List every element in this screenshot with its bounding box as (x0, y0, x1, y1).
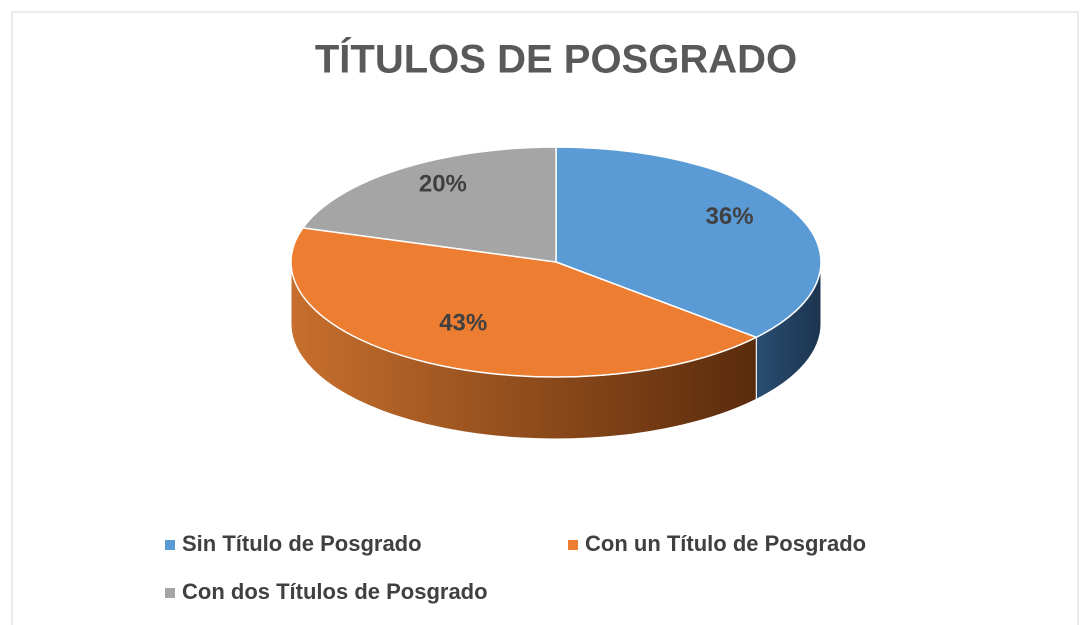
data-label: 20% (419, 171, 467, 198)
legend-label: Sin Título de Posgrado (182, 531, 422, 556)
pie-slice (301, 146, 557, 263)
chart-title: TÍTULOS DE POSGRADO (315, 37, 797, 82)
legend-swatch (165, 540, 175, 550)
legend-label: Con un Título de Posgrado (585, 531, 866, 556)
pie-slice (555, 146, 822, 339)
data-label: 36% (706, 203, 754, 230)
legend-swatch (165, 588, 175, 598)
legend-swatch (568, 540, 578, 550)
pie-slice (290, 227, 759, 378)
data-label: 43% (439, 310, 487, 337)
legend-label: Con dos Títulos de Posgrado (182, 579, 488, 604)
